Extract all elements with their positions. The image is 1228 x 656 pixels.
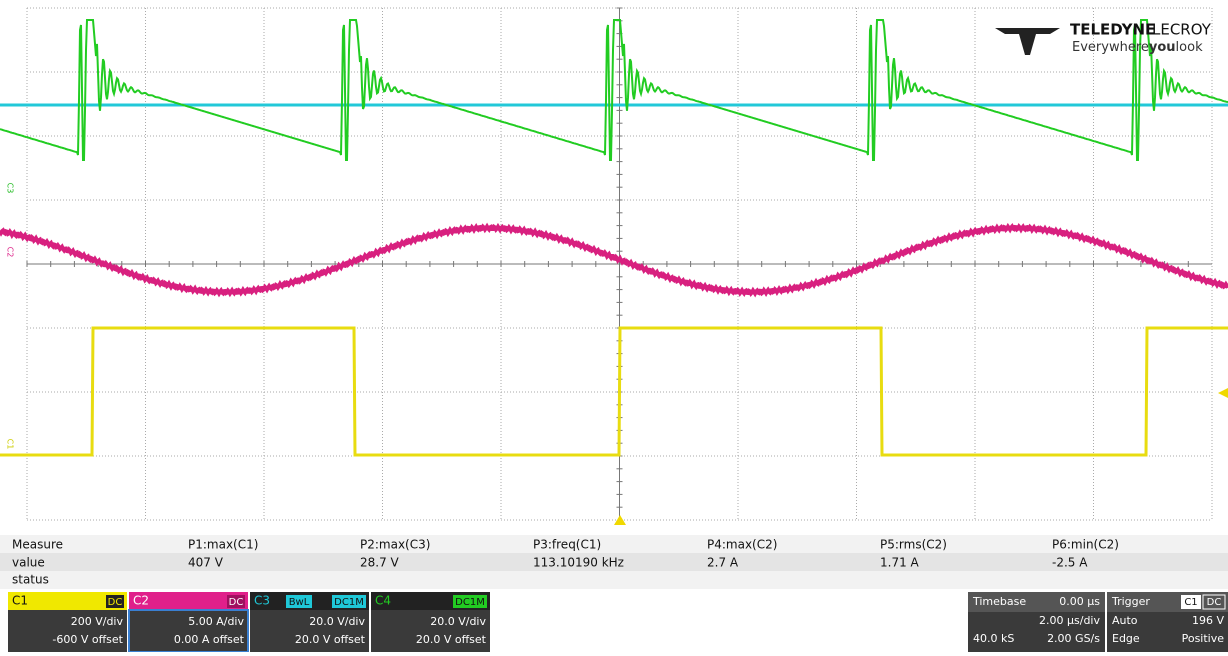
channel-name: C4 xyxy=(375,594,391,608)
tagline-part: Everywhere xyxy=(1072,40,1149,55)
trace-label: C3 xyxy=(6,183,15,194)
measure-value: 1.71 A xyxy=(880,556,920,570)
channel-scale: 200 V/div xyxy=(71,615,124,628)
timebase-panel: Timebase 0.00 µs 2.00 µs/div 40.0 kS 2.0… xyxy=(968,592,1105,652)
channel-offset: -600 V offset xyxy=(52,633,123,646)
coupling: DC xyxy=(108,597,123,608)
trace-label: C2 xyxy=(6,247,15,258)
trigger-label: Trigger xyxy=(1111,595,1150,608)
trigger-type: Edge xyxy=(1112,632,1140,645)
channel-name: C2 xyxy=(133,594,149,608)
measure-header: P1:max(C1) xyxy=(188,538,258,552)
measure-header: P3:freq(C1) xyxy=(533,538,601,552)
coupling: DC xyxy=(229,597,244,608)
trigger-panel: Trigger C1 DC Auto 196 V Edge Positive xyxy=(1107,592,1228,652)
measure-header: P6:min(C2) xyxy=(1052,538,1119,552)
coupling: DC1M xyxy=(334,597,364,608)
measure-header: P4:max(C2) xyxy=(707,538,777,552)
trigger-coupling: DC xyxy=(1207,597,1222,608)
logo-brand: TELEDYNE xyxy=(1070,21,1155,39)
trigger-source: C1 xyxy=(1184,597,1197,608)
measure-value: 2.7 A xyxy=(707,556,739,570)
measure-header: P5:rms(C2) xyxy=(880,538,947,552)
timebase-label: Timebase xyxy=(972,595,1026,608)
channel-offset: 0.00 A offset xyxy=(174,633,245,646)
measure-value: -2.5 A xyxy=(1052,556,1088,570)
channel-name: C3 xyxy=(254,594,270,608)
measure-header: P2:max(C3) xyxy=(360,538,430,552)
measure-value: 28.7 V xyxy=(360,556,400,570)
tagline-part: look xyxy=(1176,40,1204,55)
measure-value: 113.10190 kHz xyxy=(533,556,624,570)
measure-value: value xyxy=(12,556,45,570)
oscilloscope-screen: TELEDYNE LECROY Everywhereyoulook C3 C2 … xyxy=(0,0,1228,652)
coupling: DC1M xyxy=(455,597,485,608)
timebase-samples: 40.0 kS xyxy=(973,632,1014,645)
channel-scale: 5.00 A/div xyxy=(188,615,244,628)
timebase-delay: 0.00 µs xyxy=(1059,595,1100,608)
channel-offset: 20.0 V offset xyxy=(416,633,487,646)
channel-scale: 20.0 V/div xyxy=(430,615,486,628)
measure-status: status xyxy=(12,573,49,587)
logo-brand: LECROY xyxy=(1152,21,1212,39)
timebase-rate: 2.00 GS/s xyxy=(1047,632,1100,645)
logo-tagline: Everywhereyoulook xyxy=(1072,40,1203,55)
trigger-mode: Auto xyxy=(1112,614,1138,627)
trigger-slope: Positive xyxy=(1182,632,1225,645)
channel-scale: 20.0 V/div xyxy=(309,615,365,628)
trace-label: C1 xyxy=(6,439,15,450)
channel-name: C1 xyxy=(12,594,28,608)
channel-offset: 20.0 V offset xyxy=(295,633,366,646)
trigger-level: 196 V xyxy=(1192,614,1224,627)
tagline-part: you xyxy=(1149,40,1176,55)
measure-value: 407 V xyxy=(188,556,224,570)
channel-panels: C1 DC 200 V/div -600 V offset C2 DC 5.00 A/div… xyxy=(8,592,490,652)
measure-header: Measure xyxy=(12,538,63,552)
timebase-scale: 2.00 µs/div xyxy=(1039,614,1100,627)
plot-area xyxy=(0,0,1228,525)
bandwidth: BwL xyxy=(289,597,310,608)
